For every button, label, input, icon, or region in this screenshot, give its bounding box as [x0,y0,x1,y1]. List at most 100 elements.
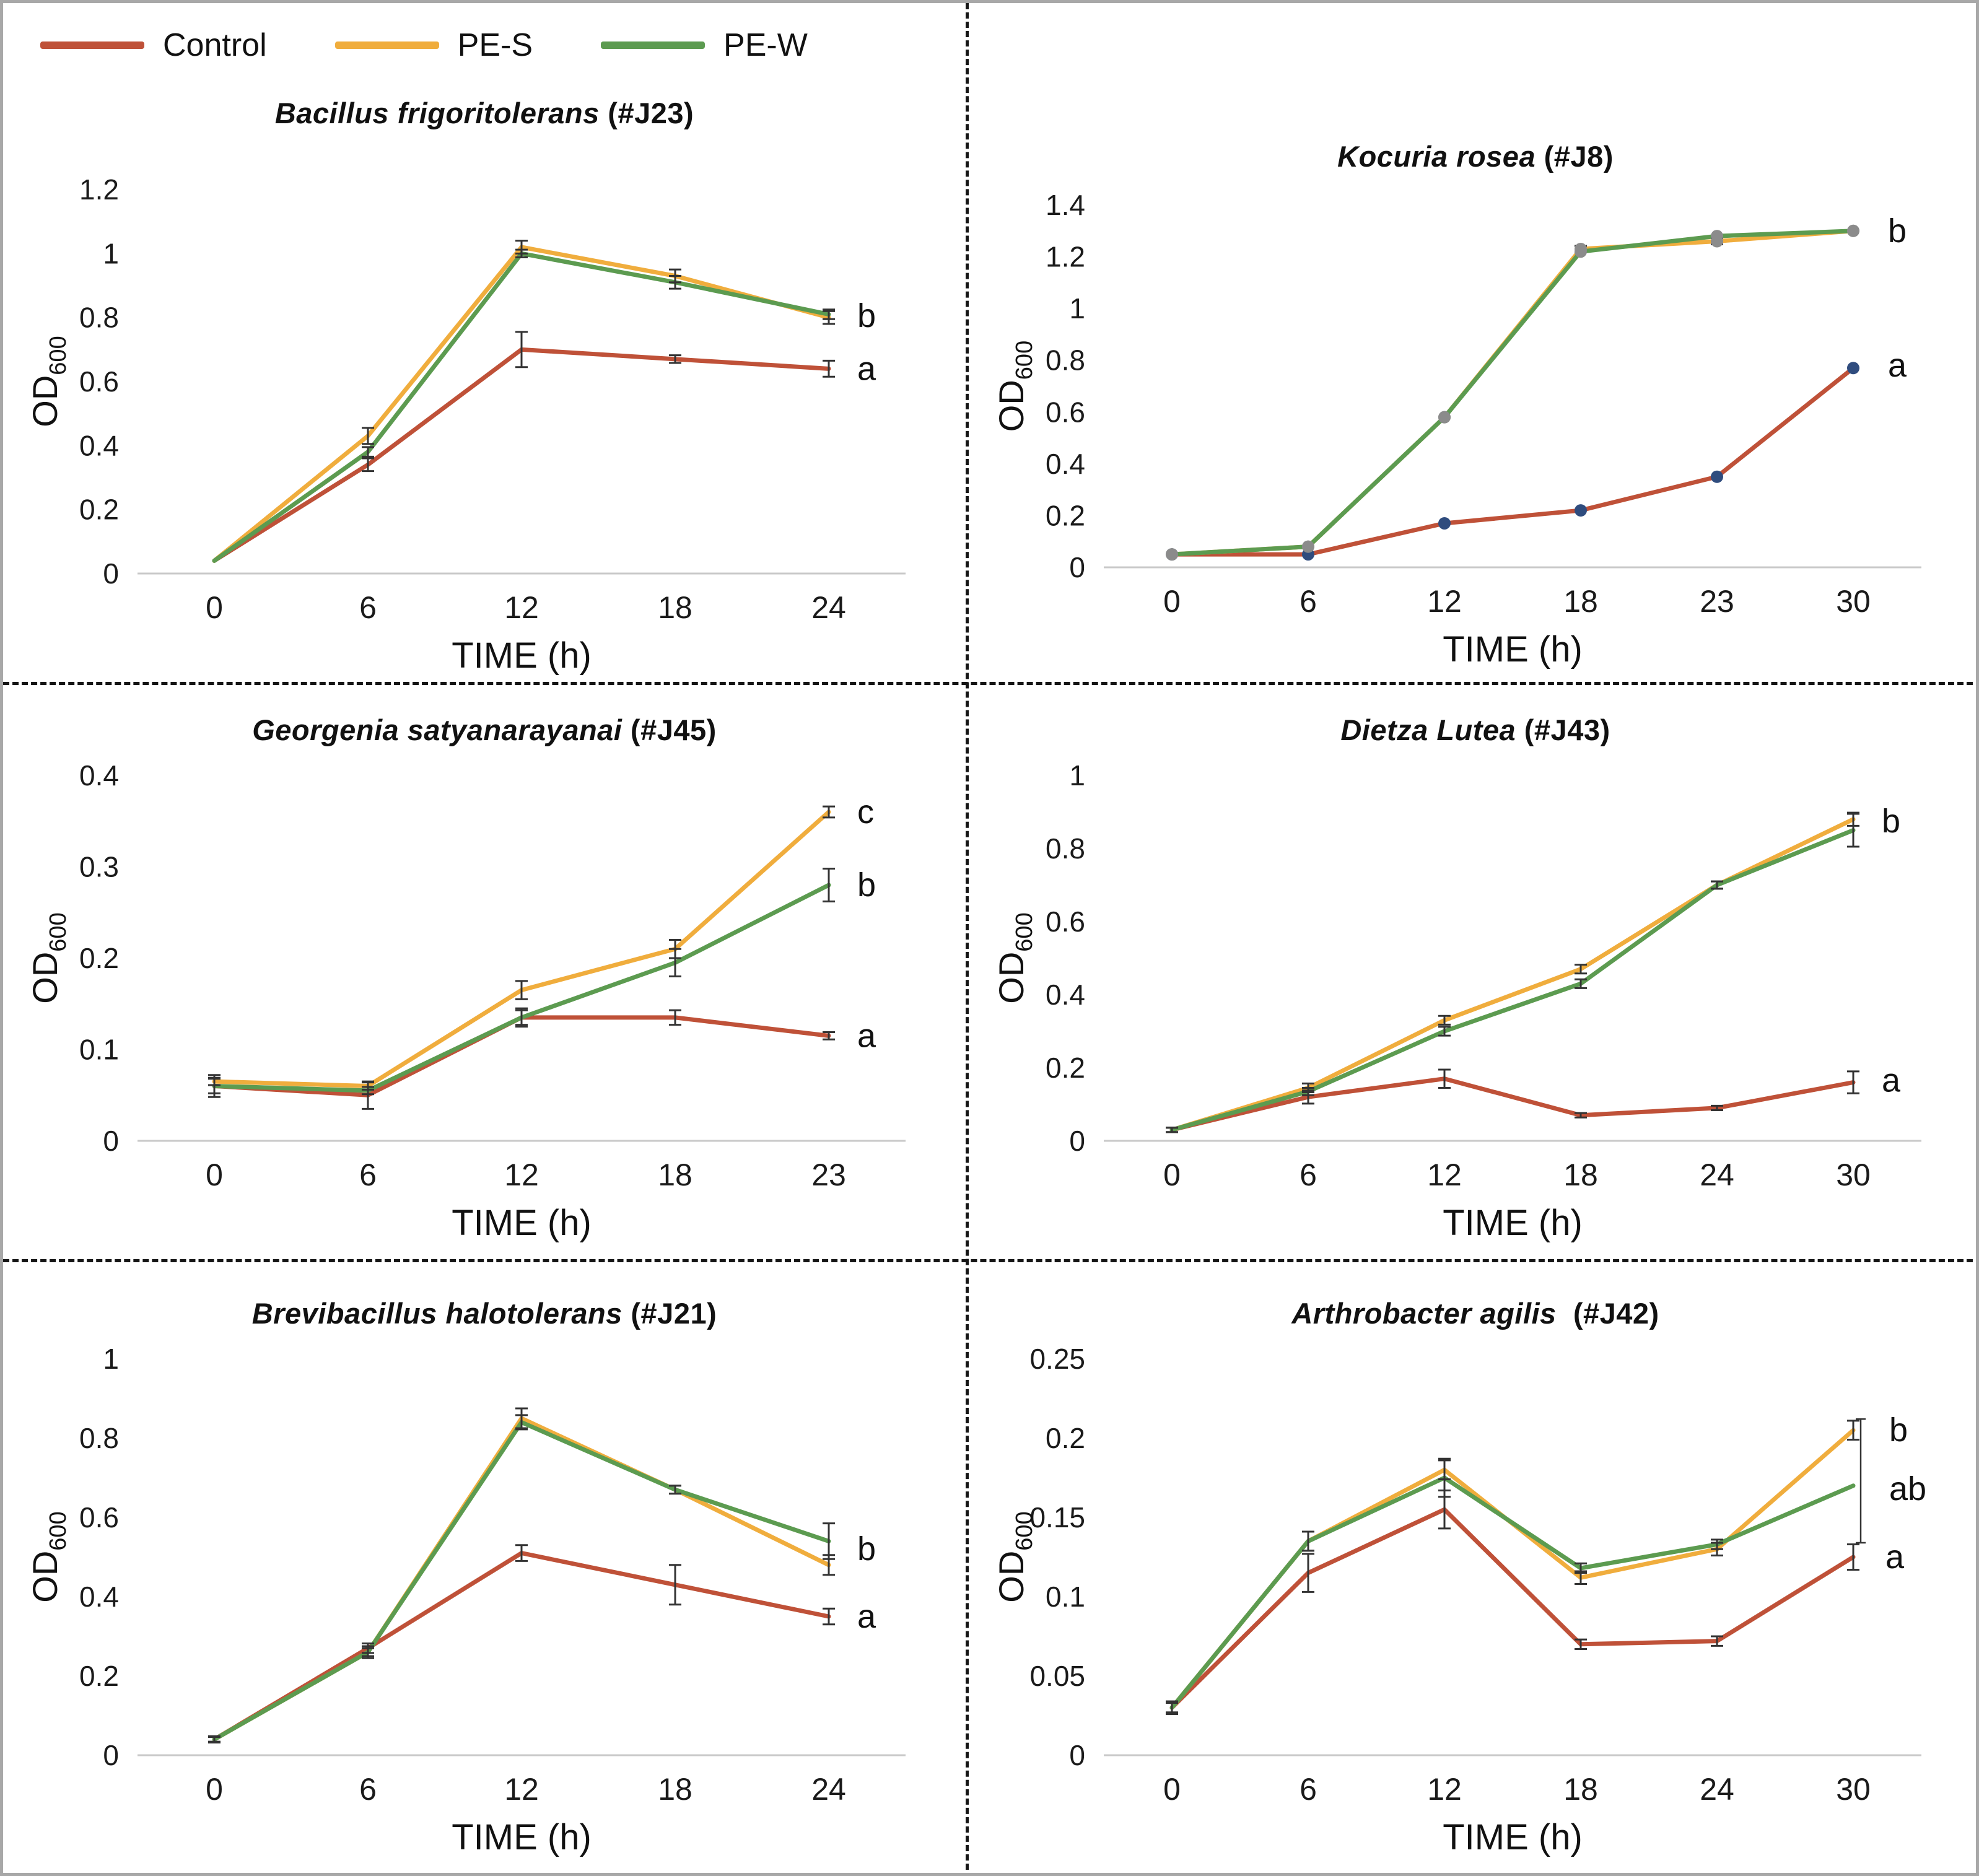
x-tick-label: 18 [658,1772,692,1807]
x-axis-title: TIME (h) [1443,629,1583,670]
x-tick-label: 0 [206,590,223,625]
y-tick-label: 0.2 [79,494,119,526]
species-name: Dietza Lutea [1340,713,1516,746]
data-point-marker [1438,411,1451,424]
y-tick-label: 1 [1069,759,1085,792]
x-tick-label: 24 [1700,1158,1734,1192]
x-tick-label: 0 [1163,1158,1181,1192]
y-tick-label: 1 [103,237,119,269]
sig-letter-ab: ab [1889,1470,1926,1507]
y-tick-label: 1 [103,1343,119,1375]
y-tick-label: 0.4 [1046,448,1085,480]
data-point-marker [1575,245,1587,258]
strain-id: (#J45) [622,713,717,746]
panel-dietza-lutea: Dietza Lutea (#J43) 0 0.2 0.4 0.6 0.8 1 0 6 12 18… [969,685,1976,1259]
panel-kocuria-rosea: Kocuria rosea (#J8) 0 0.2 0.4 0.6 0.8 1 1.2 1.4… [969,3,1976,682]
x-tick-label: 30 [1836,584,1871,619]
y-tick-label: 0.6 [1046,905,1085,938]
legend-label: PE-W [723,27,808,63]
y-tick-label: 0.05 [1029,1660,1085,1692]
y-tick-label: 0 [103,1125,119,1157]
legend-item-pe-s: PE-S [334,27,533,64]
series-line-pe-w [1169,828,1856,1132]
control-line-swatch [40,41,144,49]
panel-bacillus-frigoritolerans: Bacillus frigoritolerans (#J23) 0 0.2 0.4 0… [3,3,966,682]
y-tick-label: 1.2 [1046,241,1085,273]
y-tick-label: 0.6 [1046,396,1085,428]
vertical-dashed-divider [966,3,969,1873]
x-tick-label: 18 [1563,1772,1598,1807]
x-tick-label: 24 [1700,1772,1734,1807]
y-tick-label: 0 [1069,551,1085,583]
growth-curve-chart-j42: 0 0.05 0.1 0.15 0.2 0.25 0 6 12 18 24 30 TIME (h) OD6… [992,1343,1926,1857]
y-tick-label: 0 [1069,1125,1085,1157]
y-tick-label: 0.15 [1029,1501,1085,1534]
data-point-marker [1575,504,1587,517]
chart-title: Bacillus frigoritolerans (#J23) [275,96,694,130]
panel-georgenia-satyanarayanai: Georgenia satyanarayanai (#J45) 0 0.1 0.2 0… [3,685,966,1259]
y-tick-label: 1 [1069,292,1085,325]
x-axis-title: TIME (h) [1443,1203,1583,1243]
y-tick-label: 0.2 [79,1660,119,1692]
x-axis-title: TIME (h) [452,1817,592,1857]
x-tick-label: 6 [359,1158,377,1192]
data-point-marker [1847,224,1859,237]
y-tick-label: 0.6 [79,365,119,398]
x-tick-label: 12 [1427,584,1462,619]
y-tick-label: 0.2 [1046,1052,1085,1084]
growth-curve-chart-j23: 0 0.2 0.4 0.6 0.8 1 1.2 0 6 12 18 24 TIME (h) OD600 ba [25,173,906,676]
sig-letter-c: c [857,793,874,831]
x-tick-label: 0 [1163,584,1181,619]
growth-curve-chart-j8: 0 0.2 0.4 0.6 0.8 1 1.2 1.4 0 6 12 18 23 30 TIME (h) OD… [992,189,1921,670]
series-line-pe-w [1169,1475,1856,1710]
x-axis-title: TIME (h) [1443,1817,1583,1857]
panel-arthrobacter-agilis: Arthrobacter agilis (#J42) 0 0.05 0.1 0.15 0… [969,1262,1976,1873]
species-name: Georgenia satyanarayanai [252,713,623,746]
y-tick-label: 1.2 [79,173,119,206]
y-axis-title: OD600 [25,1511,71,1602]
y-tick-label: 0 [1069,1739,1085,1771]
chart-title: Arthrobacter agilis (#J42) [1291,1296,1659,1330]
y-axis-title: OD600 [992,912,1038,1003]
sig-letter-b: b [857,1530,876,1568]
chart-title: Georgenia satyanarayanai (#J45) [252,713,717,747]
series-line-control [212,347,831,563]
y-axis-title: OD600 [25,336,71,427]
horizontal-dashed-divider-2 [3,1259,1976,1262]
y-tick-label: 0.4 [1046,979,1085,1011]
growth-curve-chart-j43: 0 0.2 0.4 0.6 0.8 1 0 6 12 18 24 30 TIME (h) OD600 b a [992,759,1921,1243]
series-line-control [212,1551,831,1742]
x-tick-label: 18 [1563,584,1598,619]
y-tick-label: 0.6 [79,1501,119,1534]
y-axis-title: OD600 [992,1511,1038,1602]
legend-item-control: Control [40,27,267,64]
growth-curve-chart-j45: 0 0.1 0.2 0.3 0.4 0 6 12 18 23 TIME (h) OD600 cb a [25,759,906,1243]
x-tick-label: 6 [1300,1158,1317,1192]
sig-letter-a: a [1888,347,1907,384]
legend-label: PE-S [457,27,533,63]
species-name: Bacillus frigoritolerans [274,97,600,129]
legend-item-pe-w: PE-W [601,27,808,64]
x-tick-label: 30 [1836,1772,1871,1807]
horizontal-dashed-divider-1 [3,682,1976,685]
x-tick-label: 18 [1563,1158,1598,1192]
x-tick-label: 6 [1300,584,1317,619]
x-tick-label: 23 [1700,584,1734,619]
x-tick-label: 12 [504,1158,539,1192]
y-tick-label: 0.2 [1046,1422,1085,1454]
x-tick-label: 24 [811,1772,846,1807]
pe-w-line-swatch [601,41,706,49]
y-tick-label: 0 [103,557,119,590]
series-line-pe-s [1169,1428,1856,1710]
strain-id: (#J8) [1536,140,1614,173]
y-tick-label: 0.4 [79,429,119,461]
x-tick-label: 18 [658,1158,692,1192]
sig-letter-a: a [1882,1062,1901,1099]
data-point-marker [1711,470,1723,483]
strain-id: (#J21) [622,1297,717,1330]
series-line-pe-w [1169,229,1856,557]
legend: Control PE-S PE-W [40,27,808,64]
y-tick-label: 1.4 [1046,189,1085,221]
series-line-pe-s [212,1416,831,1742]
